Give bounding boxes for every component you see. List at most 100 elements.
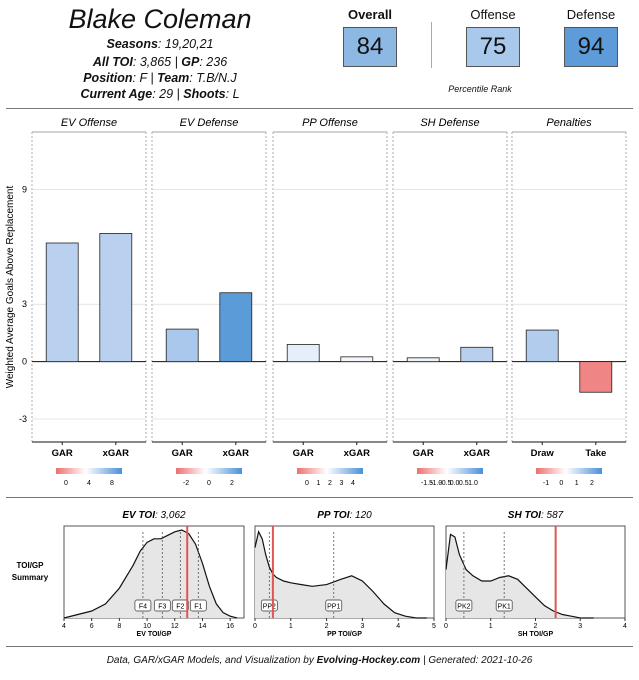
position-label: Position (83, 71, 133, 85)
x-tick-label: xGAR (464, 448, 491, 459)
legend-tick-label: -1 (543, 480, 549, 487)
bar-gar (406, 357, 440, 363)
toi-x-tick-label: 0 (253, 623, 257, 630)
toi-x-tick-label: 6 (90, 623, 94, 630)
toi-title-value: : 587 (541, 510, 564, 521)
bar-take (579, 361, 613, 393)
age-line: Current Age: 29 | Shoots: L (40, 87, 280, 101)
legend-tick-label: 0 (559, 480, 563, 487)
color-legend-bar (56, 468, 122, 474)
x-tick-label: GAR (293, 448, 314, 459)
panel-ev-defense: EV Defense GAR xGAR -2 0 2 (151, 117, 267, 487)
bar-gar (45, 242, 79, 363)
toi-x-tick-label: 14 (199, 623, 207, 630)
toi-title-label: PP TOI (317, 510, 349, 521)
overall-score: 84 (343, 27, 397, 67)
legend-tick-label: 4 (351, 480, 355, 487)
footer-credit: Data, GAR/xGAR Models, and Visualization… (0, 655, 639, 666)
density-area (64, 530, 238, 618)
tier-label-box (325, 599, 343, 612)
tier-label-box (455, 599, 473, 612)
toi-x-tick-label: 12 (171, 623, 179, 630)
percentile-caption: Percentile Rank (448, 84, 512, 94)
bar-xgar (219, 292, 253, 363)
toi-x-tick-label: 4 (62, 623, 66, 630)
legend-tick-label: 0 (64, 480, 68, 487)
panel-title: SH Defense (420, 117, 479, 129)
legend-tick-label: 4 (87, 480, 91, 487)
x-tick-label: xGAR (223, 448, 250, 459)
panel-title: Penalties (546, 117, 592, 129)
legend-tick-label: 2 (590, 480, 594, 487)
legend-tick-label: 1 (317, 480, 321, 487)
tier-label-box (134, 599, 152, 612)
footer-brand: Evolving-Hockey.com (316, 655, 421, 666)
y-tick-label: -3 (19, 414, 27, 424)
toi-x-tick-label: 0 (444, 623, 448, 630)
tier-label: PP2 (263, 604, 276, 611)
panel-title: EV Defense (180, 117, 239, 129)
shoots-label: Shoots (183, 87, 226, 101)
y-tick-label: 3 (22, 299, 27, 309)
color-legend-bar (536, 468, 602, 474)
tier-label: F3 (158, 604, 166, 611)
x-tick-label: xGAR (103, 448, 130, 459)
tier-label-box (495, 599, 513, 612)
team-value: : T.B/N.J (189, 71, 237, 85)
legend-tick-label: 3 (340, 480, 344, 487)
toi-x-tick-label: 3 (578, 623, 582, 630)
panel-title: EV Offense (61, 117, 117, 129)
defense-score: 94 (564, 27, 618, 67)
legend-tick-label: 2 (328, 480, 332, 487)
overall-label: Overall (347, 7, 393, 22)
position-value: : F | (132, 71, 158, 85)
gp-label: GP (181, 55, 200, 69)
bar-xgar (460, 346, 494, 363)
legend-tick-label: -1.5 (421, 480, 433, 487)
tier-label-box (171, 599, 189, 612)
toi-x-tick-label: 3 (360, 623, 364, 630)
color-legend-bar (417, 468, 483, 474)
y-axis-label: Weighted Average Goals Above Replacement (5, 186, 16, 389)
legend-tick-label: 1 (575, 480, 579, 487)
toi-line: All TOI: 3,865 | GP: 236 (40, 55, 280, 69)
toi-x-tick-label: 1 (289, 623, 293, 630)
x-tick-label: xGAR (344, 448, 371, 459)
toi-panel-1: PP TOI: 120 PP2 PP1 0 1 2 3 4 5 PP TOI/GP (253, 510, 436, 638)
legend-tick-label: -2 (183, 480, 189, 487)
legend-tick-label: 0 (207, 480, 211, 487)
x-tick-label: Take (585, 448, 606, 459)
y-tick-label: 0 (22, 357, 27, 367)
legend-tick-label: 1.0 (468, 480, 478, 487)
toi-x-tick-label: 5 (432, 623, 436, 630)
toi-row-label: TOI/GP (17, 561, 45, 570)
toi-title-value: : 3,062 (155, 510, 186, 521)
toi-panel-title: EV TOI: 3,062 (122, 510, 186, 521)
legend-tick-label: 8 (110, 480, 114, 487)
tier-label: PP1 (327, 604, 340, 611)
bar-xgar (99, 233, 133, 363)
legend-tick-label: -1.0 (430, 480, 442, 487)
gar-bar-chart: Weighted Average Goals Above Replacement… (5, 117, 627, 487)
toi-x-tick-label: 8 (117, 623, 121, 630)
tier-label: PK2 (457, 604, 470, 611)
x-tick-label: Draw (531, 448, 555, 459)
legend-tick-label: 0.5 (459, 480, 469, 487)
toi-x-tick-label: 16 (226, 623, 234, 630)
tier-label: F1 (194, 604, 202, 611)
density-line (63, 529, 238, 619)
toi-label: All TOI (92, 55, 133, 69)
panel-pp-offense: PP Offense GAR xGAR 0 1 2 3 4 (272, 117, 388, 487)
tier-label: F4 (139, 604, 147, 611)
toi-value: : 3,865 | (132, 55, 182, 69)
panel-sh-defense: SH Defense GAR xGAR -1.5-1.0-0.50.0 0.5 1.0 (392, 117, 508, 487)
header-divider (6, 108, 633, 109)
toi-panel-title: PP TOI: 120 (317, 510, 372, 521)
toi-x-axis-label: EV TOI/GP (137, 631, 172, 638)
seasons-value: : 19,20,21 (157, 37, 214, 51)
toi-x-tick-label: 2 (534, 623, 538, 630)
density-area (446, 534, 594, 618)
toi-row-label-2: Summary (12, 573, 49, 582)
panel-title: PP Offense (302, 117, 358, 129)
